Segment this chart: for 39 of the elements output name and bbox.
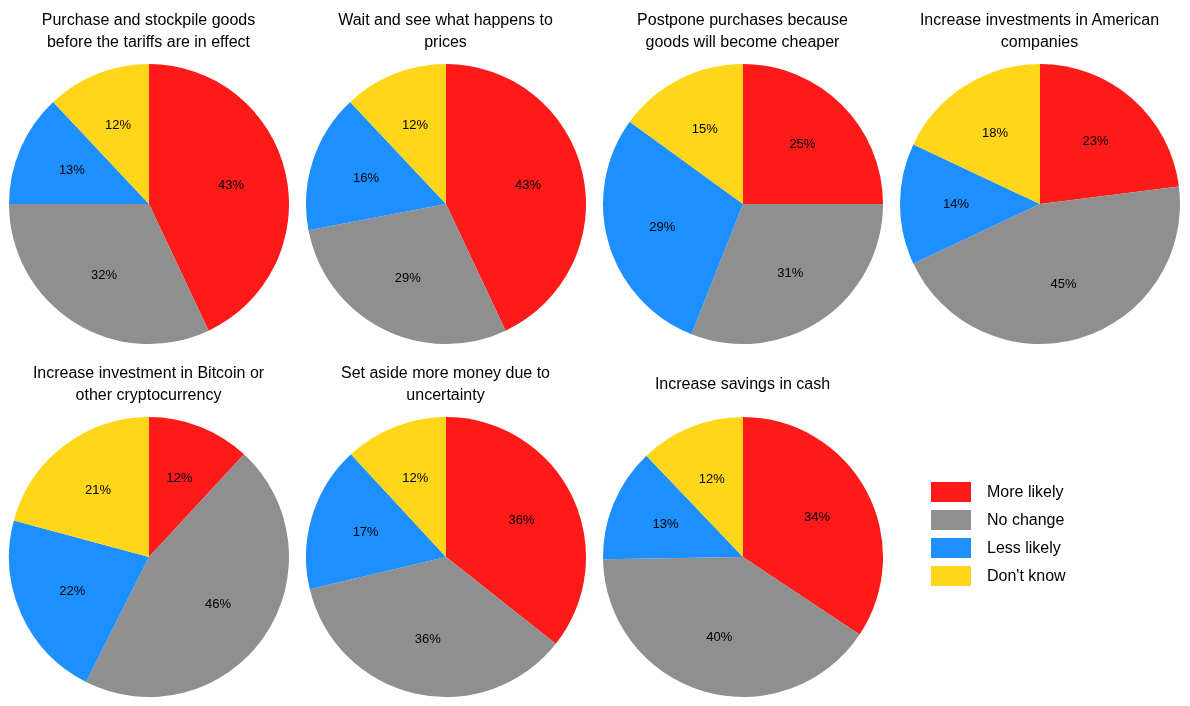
data-label: 14% [942, 195, 969, 211]
legend-label: More likely [987, 483, 1064, 501]
chart-title: Increase savings in cash [653, 374, 832, 394]
data-label: 36% [508, 511, 535, 527]
data-label: 43% [514, 177, 541, 193]
legend-label: Less likely [987, 539, 1061, 557]
data-label: 45% [1049, 276, 1077, 292]
data-label: 13% [652, 516, 679, 532]
data-label: 22% [58, 582, 86, 598]
data-label: 12% [401, 470, 429, 486]
data-label: 25% [788, 136, 816, 152]
data-label: 12% [104, 117, 132, 133]
data-label: 34% [803, 508, 830, 524]
data-label: 12% [698, 470, 725, 486]
data-label: 32% [90, 266, 117, 282]
data-label: 16% [352, 169, 380, 185]
data-label: 21% [84, 481, 111, 497]
data-label: 15% [691, 120, 718, 136]
chart-title: Increase investments in American companies [918, 10, 1161, 52]
chart-title: Set aside more money due to uncertainty [340, 363, 551, 405]
data-label: 46% [204, 596, 231, 612]
data-label: 29% [394, 270, 421, 286]
data-label: 36% [414, 630, 441, 646]
legend-label: Don't know [987, 567, 1066, 585]
chart-title: Postpone purchases because goods will become cheaper [636, 10, 849, 52]
data-label: 17% [352, 524, 379, 540]
data-label: 31% [776, 265, 804, 281]
data-label: 13% [58, 162, 85, 178]
chart-title: Purchase and stockpile goods before the tariffs are in effect [40, 10, 257, 52]
chart-title: Increase investment in Bitcoin or other cryptocurrency [31, 363, 266, 405]
data-label: 23% [1082, 132, 1109, 148]
data-label: 43% [217, 177, 244, 193]
data-label: 29% [648, 219, 676, 235]
data-label: 18% [981, 124, 1008, 140]
legend-label: No change [987, 511, 1065, 529]
data-label: 40% [705, 629, 733, 645]
data-label: 12% [166, 470, 193, 486]
chart-title: Wait and see what happens to prices [337, 10, 554, 52]
data-label: 12% [401, 117, 429, 133]
